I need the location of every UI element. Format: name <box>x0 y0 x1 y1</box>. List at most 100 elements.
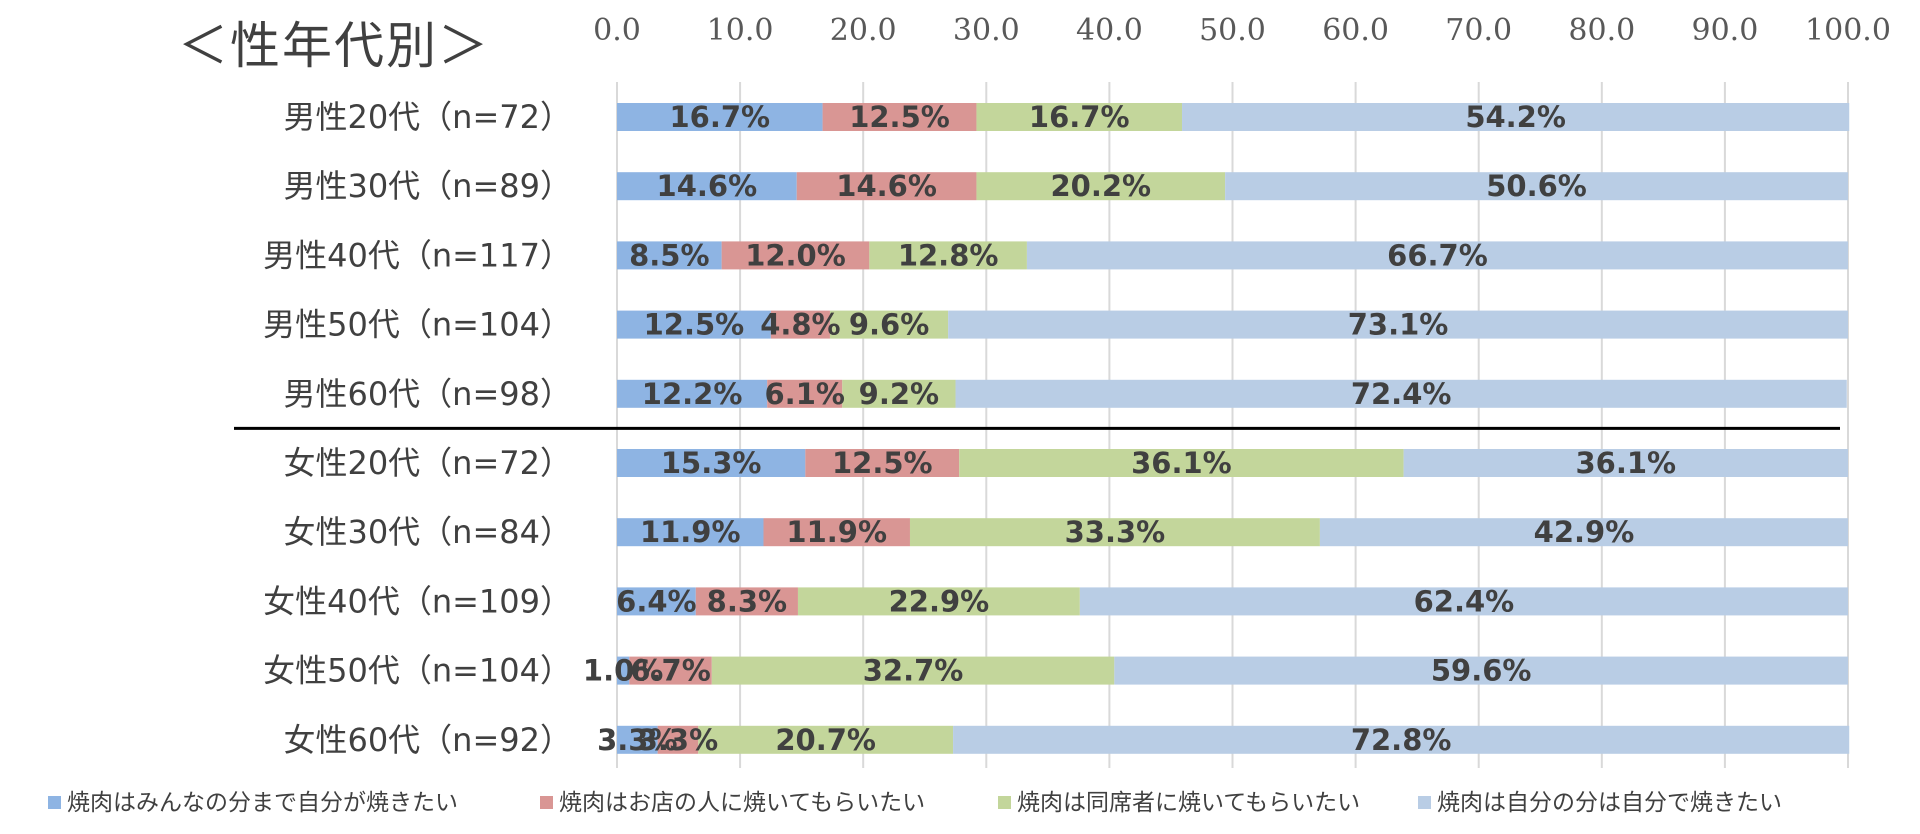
data-label: 12.8% <box>898 238 999 272</box>
category-label: 女性30代（n=84） <box>283 513 572 551</box>
bar-segment <box>869 241 1027 270</box>
bar-segment <box>976 103 1183 131</box>
bar-segment <box>1079 587 1848 616</box>
data-label: 12.5% <box>849 100 950 134</box>
bar-segment <box>842 379 956 408</box>
bar-segment <box>617 725 658 754</box>
data-label: 20.2% <box>1050 169 1151 203</box>
data-label: 12.5% <box>644 308 745 342</box>
legend: 焼肉はみんなの分まで自分が焼きたい 焼肉はお店の人に焼いてもらいたい 焼肉は同席者に… <box>48 790 1782 816</box>
bar-segment <box>617 241 722 270</box>
x-tick-label: 90.0 <box>1692 13 1759 48</box>
x-axis-ticks: 0.0 10.0 20.0 30.0 40.0 50.0 60.0 70.0 80.0 90.0 1… <box>593 13 1891 48</box>
bar-segment <box>770 310 830 339</box>
x-tick-label: 60.0 <box>1322 13 1389 48</box>
bar-segment <box>617 518 764 547</box>
bar-segment <box>617 587 696 616</box>
bar-segment <box>976 172 1226 201</box>
data-label: 50.6% <box>1486 169 1587 203</box>
data-label: 9.6% <box>849 308 929 342</box>
data-label: 16.7% <box>1029 100 1130 134</box>
bar-segment <box>909 518 1320 547</box>
data-label: 33.3% <box>1065 515 1166 549</box>
bar-segment <box>1114 656 1848 685</box>
bar-segment <box>657 725 699 754</box>
data-label: 14.6% <box>657 169 758 203</box>
x-tick-label: 100.0 <box>1805 13 1891 48</box>
legend-swatch <box>540 796 553 809</box>
data-label: 16.7% <box>669 100 770 134</box>
bar-segment <box>617 310 771 339</box>
bar-segment <box>695 587 798 616</box>
bar-segment <box>1182 103 1850 131</box>
data-label: 4.8% <box>760 308 840 342</box>
data-label: 12.5% <box>832 446 933 480</box>
x-tick-label: 80.0 <box>1568 13 1635 48</box>
bar-segment <box>948 310 1848 339</box>
legend-swatch <box>48 796 61 809</box>
data-label: 66.7% <box>1387 238 1488 272</box>
bar-segment <box>959 449 1404 477</box>
bar-segment <box>953 725 1850 754</box>
bar-segment <box>822 103 977 131</box>
bar-segment <box>617 172 797 201</box>
bar-segment <box>955 379 1847 408</box>
bar-segment <box>805 449 960 477</box>
legend-label: 焼肉はみんなの分まで自分が焼きたい <box>67 790 458 816</box>
chart-title: ＜性年代別＞ <box>178 17 490 75</box>
bars <box>617 103 1850 754</box>
bar-segment <box>617 656 630 685</box>
legend-label: 焼肉はお店の人に焼いてもらいたい <box>559 790 925 816</box>
category-label: 男性50代（n=104） <box>263 306 572 344</box>
bar-segment <box>629 656 712 685</box>
data-label: 6.7% <box>630 654 710 688</box>
bar-segment <box>797 587 1080 616</box>
legend-swatch <box>1418 796 1431 809</box>
bar-segment <box>767 379 843 408</box>
data-label: 1.0% <box>583 654 663 688</box>
category-label: 女性20代（n=72） <box>283 444 572 482</box>
x-tick-label: 70.0 <box>1445 13 1512 48</box>
x-tick-label: 0.0 <box>593 13 641 48</box>
x-tick-label: 20.0 <box>830 13 897 48</box>
bar-segment <box>617 103 823 131</box>
data-label: 62.4% <box>1414 584 1515 618</box>
legend-swatch <box>998 796 1011 809</box>
data-label: 8.5% <box>629 238 709 272</box>
bar-segment <box>617 449 806 477</box>
data-label: 20.7% <box>775 723 876 757</box>
x-tick-label: 50.0 <box>1199 13 1266 48</box>
bar-segment <box>1403 449 1848 477</box>
bar-segment <box>1225 172 1848 201</box>
data-label: 11.9% <box>640 515 741 549</box>
data-label: 3.3% <box>597 723 677 757</box>
category-label: 男性30代（n=89） <box>283 167 572 205</box>
category-label: 男性60代（n=98） <box>283 375 572 413</box>
data-label: 72.4% <box>1351 377 1452 411</box>
data-label: 15.3% <box>661 446 762 480</box>
x-tick-label: 40.0 <box>1076 13 1143 48</box>
bar-segment <box>698 725 954 754</box>
bar-segment <box>763 518 910 547</box>
data-label: 6.1% <box>765 377 845 411</box>
category-label: 男性40代（n=117） <box>263 236 572 274</box>
category-labels: 男性20代（n=72） 男性30代（n=89） 男性40代（n=117） 男性50代（… <box>263 98 572 759</box>
x-tick-label: 10.0 <box>707 13 774 48</box>
data-label: 12.2% <box>642 377 743 411</box>
x-tick-label: 30.0 <box>953 13 1020 48</box>
legend-label: 焼肉は自分の分は自分で焼きたい <box>1437 790 1782 816</box>
data-label: 54.2% <box>1465 100 1566 134</box>
bar-segment <box>1319 518 1848 547</box>
category-label: 女性40代（n=109） <box>263 582 572 620</box>
bar-segment <box>829 310 949 339</box>
data-label: 42.9% <box>1534 515 1635 549</box>
data-label: 72.8% <box>1351 723 1452 757</box>
category-label: 男性20代（n=72） <box>283 98 572 136</box>
data-label: 36.1% <box>1131 446 1232 480</box>
bar-segment <box>721 241 870 270</box>
data-label: 59.6% <box>1431 654 1532 688</box>
data-label: 36.1% <box>1575 446 1676 480</box>
data-label: 8.3% <box>707 584 787 618</box>
category-label: 女性60代（n=92） <box>283 721 572 759</box>
